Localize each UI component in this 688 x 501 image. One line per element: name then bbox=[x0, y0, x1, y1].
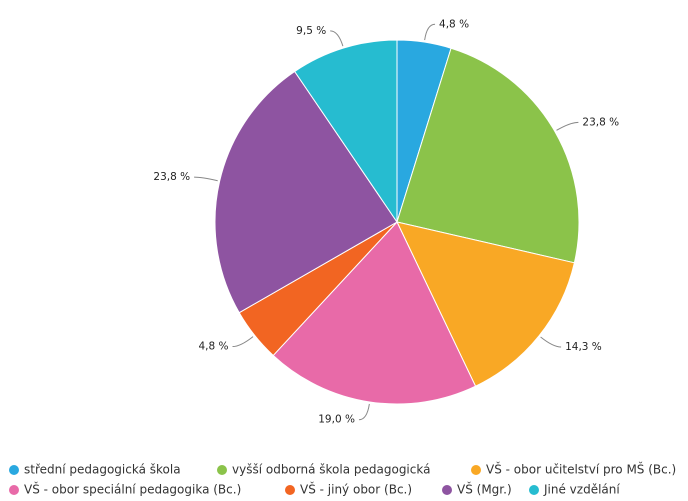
legend-label: VŠ (Mgr.) bbox=[457, 482, 512, 497]
legend-label: vyšší odborná škola pedagogická bbox=[232, 463, 430, 477]
leader-line bbox=[556, 121, 579, 131]
legend-label: VŠ - obor speciální pedagogika (Bc.) bbox=[24, 482, 241, 497]
data-label: 4,8 % bbox=[199, 341, 229, 353]
legend-marker bbox=[529, 485, 539, 495]
legend-marker bbox=[442, 485, 452, 495]
leader-line bbox=[358, 403, 370, 421]
data-label: 9,5 % bbox=[296, 25, 326, 37]
legend-marker bbox=[285, 485, 295, 495]
leader-line bbox=[540, 336, 562, 348]
data-label: 19,0 % bbox=[318, 414, 355, 426]
data-label: 23,8 % bbox=[582, 116, 619, 128]
data-label: 23,8 % bbox=[153, 171, 190, 183]
legend-marker bbox=[9, 465, 19, 475]
legend-marker bbox=[217, 465, 227, 475]
legend-marker bbox=[9, 485, 19, 495]
data-label: 4,8 % bbox=[439, 18, 469, 30]
leader-line bbox=[330, 30, 344, 47]
pie-slice bbox=[294, 39, 398, 224]
data-label: 14,3 % bbox=[565, 341, 602, 353]
legend-label: VŠ - jiný obor (Bc.) bbox=[300, 482, 412, 497]
pie-slice bbox=[396, 47, 580, 264]
leader-line bbox=[232, 336, 254, 348]
legend-label: VŠ - obor učitelství pro MŠ (Bc.) bbox=[486, 462, 676, 477]
legend-label: střední pedagogická škola bbox=[24, 463, 181, 477]
legend-marker bbox=[471, 465, 481, 475]
pie-slice bbox=[396, 221, 575, 387]
legend-label: Jiné vzdělání bbox=[543, 483, 620, 497]
pie-slice bbox=[272, 221, 477, 405]
leader-line bbox=[194, 176, 218, 182]
pie-slice bbox=[214, 70, 398, 314]
leader-line bbox=[424, 23, 436, 41]
